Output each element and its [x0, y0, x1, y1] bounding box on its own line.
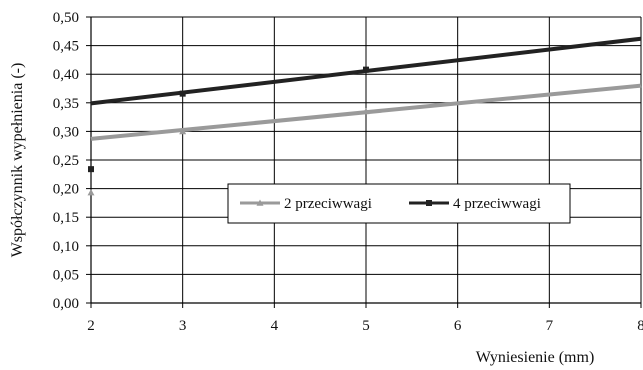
legend-marker-4-przeciwwagi — [426, 200, 432, 206]
y-tick-label: 0,40 — [53, 67, 79, 83]
y-tick-label: 0,50 — [53, 10, 79, 26]
y-tick-label: 0,15 — [53, 210, 79, 226]
y-tick-label: 0,25 — [53, 153, 79, 169]
data-point-series-1 — [179, 90, 186, 97]
data-point-series-0 — [362, 107, 370, 115]
grid — [86, 16, 642, 308]
data-point-series-1 — [88, 166, 94, 173]
y-tick-label: 0,10 — [53, 239, 79, 255]
y-tick-labels: 0,00 0,05 0,10 0,15 0,20 0,25 0,30 0,35 0,40 0,45… — [53, 10, 79, 312]
x-tick-label: 2 — [87, 318, 95, 334]
x-tick-labels: 2 3 4 5 6 7 8 — [87, 318, 643, 334]
y-tick-label: 0,20 — [53, 182, 79, 198]
x-tick-label: 3 — [179, 318, 187, 334]
y-tick-label: 0,45 — [53, 39, 79, 55]
y-tick-label: 0,00 — [53, 296, 79, 312]
legend-label-4-przeciwwagi: 4 przeciwwagi — [453, 196, 541, 212]
data-point-series-0 — [179, 127, 187, 135]
x-tick-label: 6 — [454, 318, 462, 334]
y-axis-title: Współczynnik wypełnienia (-) — [9, 63, 26, 258]
legend-label-2-przeciwwagi: 2 przeciwwagi — [284, 196, 372, 212]
y-tick-label: 0,05 — [53, 267, 79, 283]
y-tick-label: 0,35 — [53, 96, 79, 112]
data-point-series-0 — [87, 189, 95, 196]
x-axis-title: Wyniesienie (mm) — [476, 349, 595, 366]
x-tick-label: 5 — [362, 318, 370, 334]
legend: 2 przeciwwagi 4 przeciwwagi — [227, 183, 571, 224]
legend-box — [227, 183, 571, 224]
data-markers — [87, 66, 370, 196]
legend-marker-2-przeciwwagi — [256, 199, 264, 206]
x-tick-label: 8 — [637, 318, 643, 334]
x-tick-label: 4 — [271, 318, 279, 334]
data-point-series-1 — [363, 66, 369, 73]
x-tick-label: 7 — [546, 318, 554, 334]
y-tick-label: 0,30 — [53, 124, 79, 140]
